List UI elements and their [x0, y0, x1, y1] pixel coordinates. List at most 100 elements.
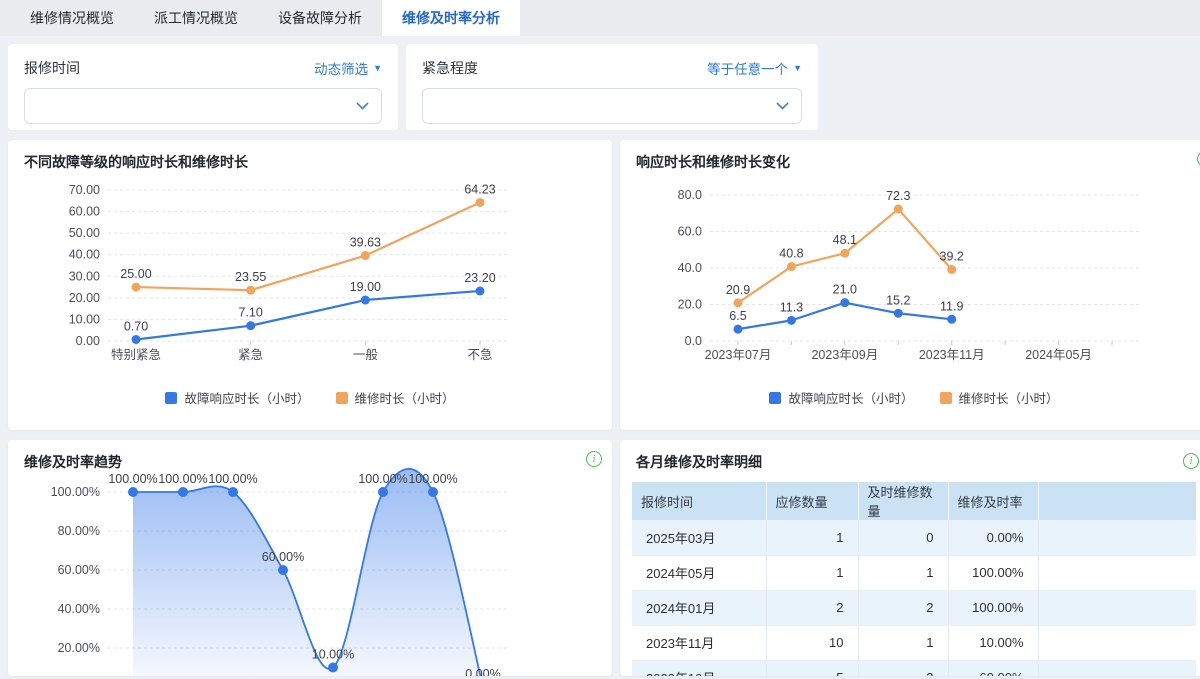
chart-text: 100.00%	[108, 472, 157, 486]
chart-text: 19.00	[350, 280, 381, 294]
panel-title: 不同故障等级的响应时长和维修时长	[24, 154, 248, 170]
table-header-cell: 及时维修数量	[858, 482, 949, 520]
data-point[interactable]	[733, 324, 743, 334]
chart-text: 39.63	[350, 236, 381, 250]
chart-text: 11.3	[780, 300, 803, 314]
chart-legend: 故障响应时长（小时） 维修时长（小时）	[620, 388, 1200, 407]
chart-text: 23.20	[464, 271, 495, 285]
table-header-row: 报修时间 应修数量 及时维修数量 维修及时率	[632, 482, 1196, 520]
chart-text: 40.8	[779, 247, 803, 261]
data-point[interactable]	[328, 662, 338, 673]
report-time-select[interactable]	[24, 88, 382, 124]
data-point[interactable]	[947, 314, 957, 324]
legend-item[interactable]: 故障响应时长（小时）	[769, 388, 914, 407]
table-row: 2024年01月 2 2 100.00%	[632, 590, 1196, 626]
chart-text: 39.2	[940, 249, 964, 263]
legend-item[interactable]: 维修时长（小时）	[335, 388, 455, 407]
chart-text: 100.00%	[158, 472, 207, 486]
data-point[interactable]	[475, 286, 485, 296]
panel-response-repair-by-level: 70.00 60.00 50.00 40.00 30.00 20.00 10.00 0.00 特…	[8, 140, 612, 430]
data-point[interactable]	[131, 282, 141, 292]
urgency-select[interactable]	[422, 88, 802, 124]
data-point[interactable]	[733, 298, 743, 308]
chevron-down-icon	[776, 102, 789, 110]
table-cell: 2024年01月	[632, 590, 767, 626]
data-point[interactable]	[246, 285, 256, 295]
filter-label: 紧急程度	[422, 60, 478, 76]
table-row: 2023年10月5360.00%	[632, 660, 1196, 676]
table-cell: 0.00%	[948, 520, 1039, 556]
data-point[interactable]	[428, 487, 438, 497]
data-point[interactable]	[228, 487, 238, 497]
chart-text: 0.70	[124, 319, 148, 333]
table-header-cell: 应修数量	[766, 482, 859, 520]
triangle-down-icon: ▼	[793, 63, 802, 73]
chart-text: 23.55	[235, 270, 266, 284]
data-point[interactable]	[246, 321, 256, 331]
data-point[interactable]	[840, 248, 850, 258]
tab-dispatch-overview[interactable]: 派工情况概览	[154, 10, 238, 26]
data-point[interactable]	[278, 565, 288, 575]
table-row: 2023年11月 10 1 10.00%	[632, 625, 1196, 661]
data-point[interactable]	[947, 264, 957, 274]
data-point[interactable]	[475, 197, 485, 207]
table-cell: 2023年11月	[632, 625, 767, 661]
chart-text: 100.00%	[408, 472, 457, 486]
filter-operator-any-of[interactable]: 等于任意一个 ▼	[707, 58, 802, 78]
data-point[interactable]	[360, 295, 370, 305]
chart-legend: 故障响应时长（小时） 维修时长（小时）	[8, 388, 612, 407]
table-cell: 1	[858, 625, 949, 661]
table-cell: 10.00%	[948, 625, 1039, 661]
chart-text: 10.00%	[312, 648, 354, 662]
data-point[interactable]	[786, 315, 796, 325]
table-cell: 100.00%	[948, 555, 1039, 591]
data-point[interactable]	[840, 298, 850, 308]
chart-text: 48.1	[833, 233, 857, 247]
chart-text: 100.00%	[208, 472, 257, 486]
chart-text: 72.3	[886, 189, 910, 203]
table-row: 2025年03月 1 0 0.00%	[632, 520, 1196, 556]
tab-repair-timeliness-analysis[interactable]: 维修及时率分析	[382, 0, 520, 36]
filter-card-report-time: 报修时间 动态筛选 ▼	[8, 44, 398, 130]
table-header-cell: 报修时间	[632, 482, 767, 520]
data-point[interactable]	[378, 487, 388, 497]
info-icon[interactable]: i	[586, 451, 602, 467]
chart-text: 不急	[467, 347, 492, 362]
table-row: 2024年05月 1 1 100.00%	[632, 555, 1196, 591]
data-point[interactable]	[360, 251, 370, 261]
tab-bar: 维修情况概览 派工情况概览 设备故障分析 维修及时率分析	[0, 0, 1200, 36]
info-icon[interactable]: i	[1183, 453, 1199, 469]
data-point[interactable]	[128, 487, 138, 497]
triangle-down-icon: ▼	[373, 63, 382, 73]
chart-text: 0.00	[76, 334, 100, 348]
chart-text: 40.00%	[58, 602, 100, 616]
data-point[interactable]	[786, 262, 796, 272]
table-cell: 2023年10月	[632, 660, 767, 676]
panel-monthly-timeliness-detail: 各月维修及时率明细 i 报修时间 应修数量 及时维修数量 维修及时率 2025年03月 1…	[620, 440, 1200, 676]
data-point[interactable]	[893, 204, 903, 214]
table-cell: 100.00%	[948, 590, 1039, 626]
chart-text: 20.00%	[58, 641, 100, 655]
area-chart-timeliness[interactable]: 100.00%80.00%60.00%40.00%20.00%100.00% 10…	[8, 440, 612, 676]
legend-item[interactable]: 故障响应时长（小时）	[165, 388, 310, 407]
data-point[interactable]	[893, 308, 903, 318]
table-cell: 2024年05月	[632, 555, 767, 591]
legend-item[interactable]: 维修时长（小时）	[939, 388, 1059, 407]
line-chart-by-fault-level[interactable]: 70.00 60.00 50.00 40.00 30.00 20.00 10.00 0.00 特…	[8, 140, 612, 430]
tab-repair-overview[interactable]: 维修情况概览	[30, 10, 114, 26]
panel-title: 响应时长和维修时长变化	[636, 154, 790, 170]
chart-text: 60.00	[69, 205, 100, 219]
chart-text: 60.00%	[262, 550, 304, 564]
chart-text: 30.00	[69, 269, 100, 283]
table-cell: 0	[858, 520, 949, 556]
tab-equipment-fault-analysis[interactable]: 设备故障分析	[278, 10, 362, 26]
data-point[interactable]	[131, 334, 141, 344]
filter-operator-dynamic[interactable]: 动态筛选 ▼	[314, 58, 382, 78]
table-cell: 5	[766, 660, 859, 676]
chart-text: 60.00%	[58, 563, 100, 577]
table-cell: 3	[858, 660, 949, 676]
legend-swatch	[335, 391, 348, 404]
data-point[interactable]	[178, 487, 188, 497]
chart-text: 2024年05月	[1025, 348, 1092, 362]
